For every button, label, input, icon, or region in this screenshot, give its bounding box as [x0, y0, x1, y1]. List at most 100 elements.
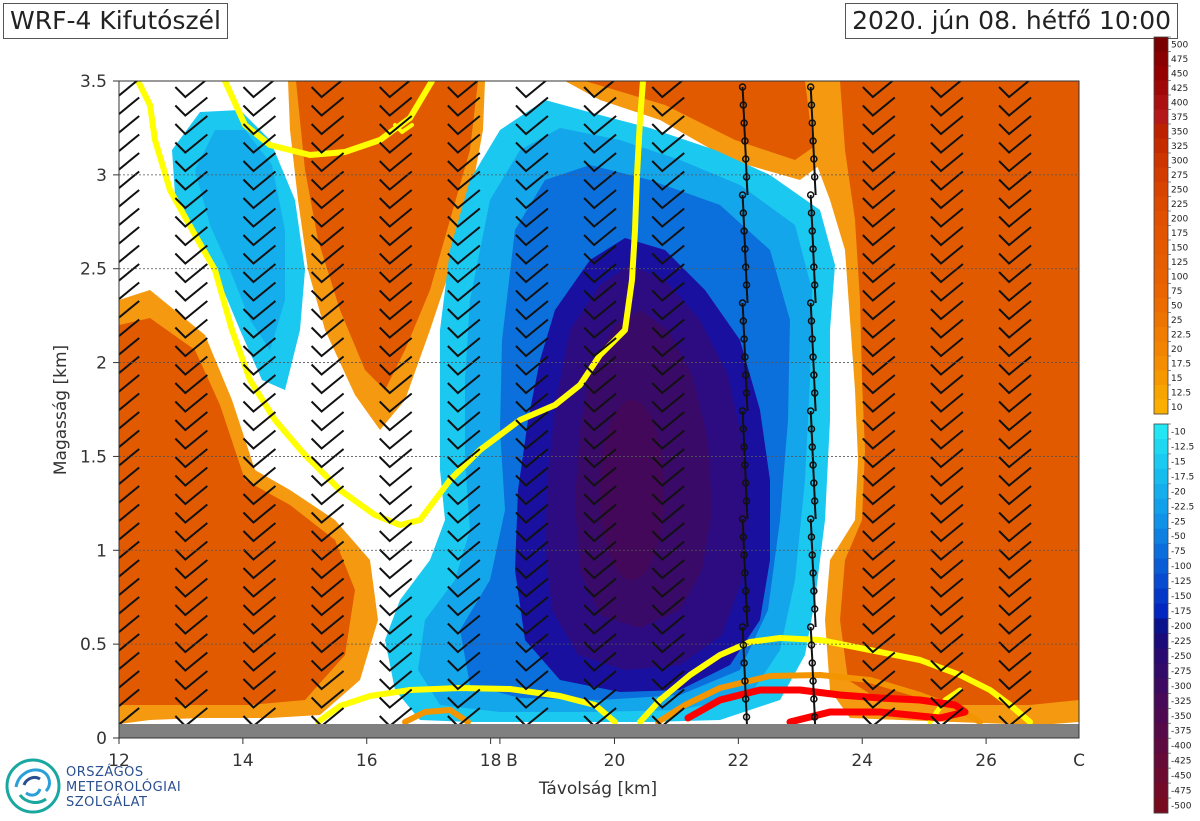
wind-barb-6-16	[515, 374, 549, 395]
wind-barb-1-16	[174, 374, 208, 395]
colorbar-positive-swatch-4	[1154, 95, 1168, 110]
wind-barb-6-9	[515, 244, 549, 265]
wind-barb-12-27	[930, 577, 964, 598]
wind-barb-4-9	[379, 244, 413, 265]
wind-barb-calm-9-0	[738, 83, 747, 91]
wind-barb-7-9	[583, 244, 617, 265]
colorbar-negative-label-8: -75	[1171, 547, 1186, 557]
wind-barb-12-18	[930, 411, 964, 432]
wind-barb-2-5	[242, 170, 277, 191]
wind-barb-calm-9-31	[739, 641, 748, 649]
wind-barb-13-22	[998, 485, 1032, 506]
colorbar-negative-swatch-18	[1154, 693, 1168, 709]
wind-barb-13-5	[998, 170, 1032, 191]
wind-barb-12-29	[930, 614, 964, 635]
wind-barb-calm-9-34	[741, 695, 750, 703]
wind-barb-2-8	[242, 226, 277, 247]
wind-barb-2-28	[242, 596, 277, 617]
wind-barb-calm-9-28	[741, 587, 750, 595]
wind-barb-6-10	[515, 263, 549, 284]
colorbar-positive-swatch-25	[1154, 399, 1168, 415]
wind-barb-6-14	[515, 337, 549, 358]
wind-barb-3-27	[310, 577, 345, 598]
wind-barb-1-33	[174, 688, 208, 709]
wind-barb-13-21	[998, 466, 1032, 487]
colorbar-positive-label-5: 375	[1171, 113, 1188, 123]
colorbar-positive-label-25: 10	[1171, 403, 1183, 413]
wind-barb-3-8	[310, 226, 345, 247]
wind-barb-13-12	[998, 300, 1032, 321]
wind-barb-5-11	[447, 281, 481, 302]
colorbar-negative-label-17: -300	[1171, 682, 1192, 692]
wind-barb-4-19	[379, 429, 413, 450]
negative-region-core-peak	[600, 400, 664, 580]
gridlines	[119, 174, 1079, 645]
wind-barb-2-1	[242, 96, 277, 117]
wind-barb-1-28	[174, 596, 208, 617]
wind-barb-calm-10-3	[809, 137, 817, 145]
wind-barb-3-10	[310, 263, 345, 284]
y-tick-label-5: 2.5	[80, 260, 107, 280]
colorbar-negative-label-15: -250	[1171, 652, 1192, 662]
plot-frame	[118, 80, 1080, 739]
wind-barb-7-11	[583, 281, 617, 302]
wind-barb-6-1	[515, 96, 549, 117]
y-tick-label-4: 2	[96, 354, 107, 374]
wind-barb-3-33	[310, 688, 345, 709]
contour-red-bottom	[684, 686, 969, 726]
wind-barb-3-30	[310, 633, 345, 654]
wind-barb-7-28	[583, 596, 617, 617]
wind-barb-12-19	[930, 429, 964, 450]
wind-barb-4-7	[379, 207, 413, 228]
wind-barb-8-30	[651, 633, 685, 654]
wind-barb-calm-9-18	[738, 407, 747, 415]
wind-barb-calm-10-13	[807, 317, 816, 325]
colorbar-positive-swatch-16	[1154, 269, 1168, 284]
wind-barb-11-21	[862, 466, 896, 487]
wind-barb-8-18	[651, 411, 685, 432]
wind-barb-11-26	[862, 559, 896, 580]
wind-barb-4-23	[379, 503, 413, 524]
negative-region-upper-left-core	[195, 130, 285, 350]
wind-barb-4-28	[379, 596, 413, 617]
wind-barb-2-2	[242, 115, 277, 136]
y-tick-label-2: 1	[96, 541, 107, 561]
wind-barb-3-12	[310, 300, 345, 321]
contour-yellow-bottom-right	[637, 635, 1033, 725]
colorbar-negative-swatch-2	[1154, 453, 1168, 470]
wind-barb-11-25	[862, 540, 896, 561]
colorbar-negative-swatch-0	[1154, 424, 1168, 440]
wind-barb-2-0	[242, 81, 275, 99]
wind-barb-calm-10-4	[810, 155, 818, 163]
wind-barb-13-11	[998, 281, 1032, 302]
colorbar-negative-swatch-22	[1154, 753, 1168, 769]
x-tick-label-6: 24	[851, 751, 873, 771]
colorbar-positive-swatch-23	[1154, 370, 1168, 386]
colorbar-positive-swatch-9	[1154, 167, 1168, 183]
wind-barb-7-12	[583, 300, 617, 321]
wind-barb-12-26	[930, 559, 964, 580]
wind-barb-1-23	[174, 503, 208, 524]
wind-barb-5-8	[447, 226, 481, 247]
wind-barb-4-29	[379, 614, 413, 635]
wind-barb-5-7	[447, 207, 481, 228]
wind-barb-8-20	[651, 448, 685, 469]
y-tick-label-1: 0.5	[80, 635, 107, 655]
wind-barb-6-21	[515, 466, 549, 487]
wind-barb-0-11	[119, 281, 140, 301]
wind-barb-1-31	[174, 651, 208, 672]
wind-barb-1-1	[174, 96, 208, 117]
chart-title: WRF-4 Kifutószél	[3, 3, 228, 39]
wind-barb-1-5	[174, 170, 208, 191]
wind-barb-calm-9-14	[740, 335, 748, 343]
wind-barb-5-4	[447, 152, 481, 173]
wind-barb-2-4	[242, 152, 277, 173]
positive-region-top-band-core	[585, 81, 850, 160]
wind-barb-6-32	[515, 670, 549, 691]
wind-barb-13-29	[998, 614, 1032, 635]
wind-barb-11-16	[862, 374, 896, 395]
wind-barb-13-25	[998, 540, 1032, 561]
x-axis-label: Távolság [km]	[538, 779, 657, 799]
wind-barb-7-8	[583, 226, 617, 247]
wind-barb-0-32	[119, 670, 140, 689]
